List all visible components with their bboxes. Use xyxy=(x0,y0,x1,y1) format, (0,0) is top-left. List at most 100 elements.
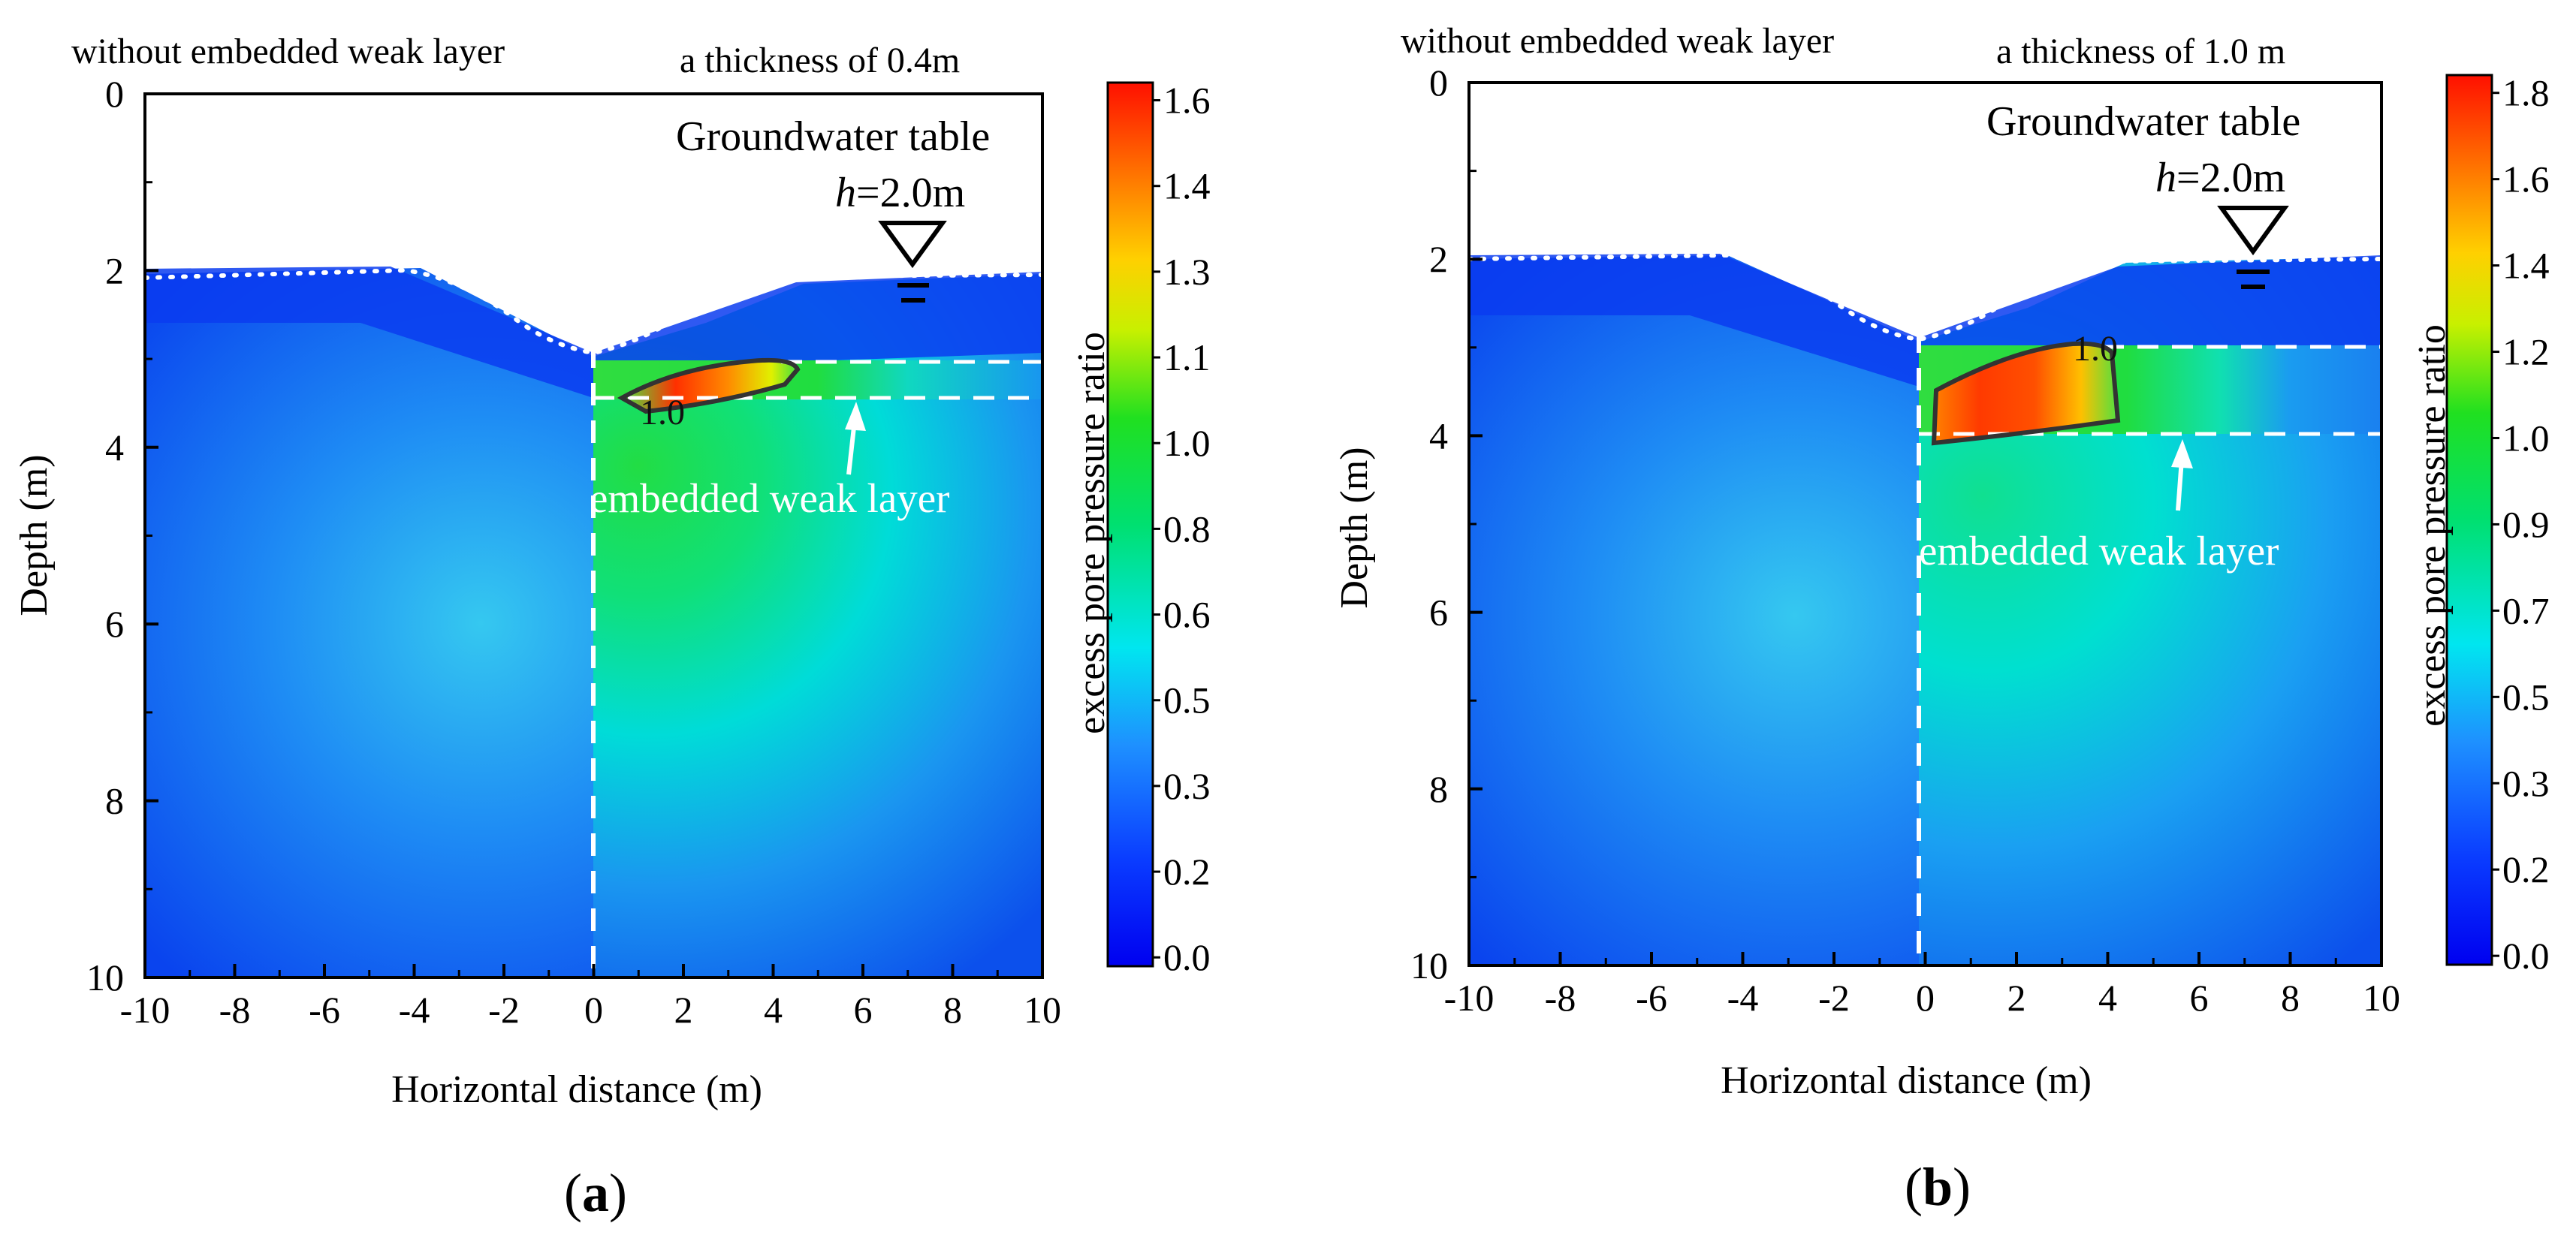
colorbar-tick-label-b: 1.0 xyxy=(2502,417,2550,459)
x-axis-label-a: Horizontal distance (m) xyxy=(391,1068,762,1111)
y-tick-label-b: 4 xyxy=(1429,414,1448,456)
y-tick-label-b: 10 xyxy=(1410,944,1448,986)
contour-label-b: 1.0 xyxy=(2073,329,2118,369)
x-tick-label-b: 4 xyxy=(2098,977,2117,1019)
panel-b: without embedded weak layer a thickness … xyxy=(1333,21,2550,1217)
x-axis-label-b: Horizontal distance (m) xyxy=(1721,1059,2092,1102)
colorbar-tick-label-a: 0.5 xyxy=(1163,679,1211,721)
groundwater-label-b: Groundwater table xyxy=(1986,98,2300,145)
water-level-var-a: h xyxy=(835,170,856,216)
field-left-b xyxy=(1469,255,1919,965)
x-tick-label-a: 8 xyxy=(943,989,962,1031)
x-tick-label-a: 2 xyxy=(674,989,693,1031)
contour-1-0-b xyxy=(1931,341,2121,446)
colorbar-b xyxy=(2445,74,2493,966)
x-tick-label-a: -6 xyxy=(309,989,340,1031)
surface-band-a xyxy=(145,267,1042,398)
colorbar-tick-label-b: 0.0 xyxy=(2502,935,2550,977)
colorbar-tick-label-a: 1.1 xyxy=(1163,336,1211,378)
y-tick-label-a: 10 xyxy=(86,956,124,998)
weak-layer-label-a: embedded weak layer xyxy=(590,475,949,521)
water-level-value-b: =2.0m xyxy=(2176,155,2285,201)
water-table-triangle-a xyxy=(878,221,947,269)
water-level-label-b: h=2.0m xyxy=(2155,155,2285,201)
x-tick-label-b: -4 xyxy=(1727,977,1759,1019)
y-axis-label-a: Depth (m) xyxy=(13,454,56,616)
y-tick-label-a: 4 xyxy=(105,426,124,468)
x-tick-label-a: 10 xyxy=(1024,989,1061,1031)
colorbar-tick-label-b: 1.6 xyxy=(2502,158,2550,200)
x-tick-label-b: 2 xyxy=(2007,977,2026,1019)
x-tick-label-b: 6 xyxy=(2190,977,2209,1019)
x-tick-label-a: -8 xyxy=(219,989,251,1031)
panel-label-a: (a) xyxy=(564,1163,627,1223)
colorbar-tick-label-a: 0.8 xyxy=(1163,508,1211,550)
y-tick-label-b: 8 xyxy=(1429,768,1448,810)
water-table-triangle-b xyxy=(2217,206,2289,256)
annotation-right-a: a thickness of 0.4m xyxy=(680,41,960,80)
colorbar-ticks-a: 0.0 0.2 0.3 0.5 0.6 0.8 1.0 1.1 1.3 1.4 1.6 xyxy=(1153,80,1211,978)
colorbar-tick-label-b: 1.4 xyxy=(2502,245,2550,287)
colorbar-tick-label-b: 1.8 xyxy=(2502,72,2550,114)
colorbar-tick-label-a: 1.0 xyxy=(1163,422,1211,464)
groundwater-label-a: Groundwater table xyxy=(676,113,990,160)
water-level-label-a: h=2.0m xyxy=(835,170,965,216)
panel-label-b: (b) xyxy=(1905,1157,1971,1217)
y-axis-label-b: Depth (m) xyxy=(1333,447,1376,608)
x-tick-label-a: 6 xyxy=(854,989,873,1031)
weak-layer-arrow-b xyxy=(2176,459,2184,511)
y-tick-label-b: 0 xyxy=(1429,62,1448,104)
weak-layer-arrowhead-a xyxy=(845,402,866,431)
colorbar-tick-label-a: 0.0 xyxy=(1163,936,1211,978)
colorbar-tick-label-a: 1.3 xyxy=(1163,251,1211,293)
y-tick-label-a: 6 xyxy=(105,603,124,645)
colorbar-tick-label-b: 0.2 xyxy=(2502,848,2550,890)
x-tick-label-b: 10 xyxy=(2363,977,2400,1019)
y-tick-label-a: 8 xyxy=(105,780,124,822)
x-tick-label-a: -4 xyxy=(399,989,430,1031)
x-tick-label-a: -10 xyxy=(120,989,170,1031)
x-tick-label-b: -10 xyxy=(1444,977,1495,1019)
colorbar-tick-label-b: 0.7 xyxy=(2502,589,2550,631)
colorbar-tick-label-b: 1.2 xyxy=(2502,331,2550,373)
x-tick-label-a: -2 xyxy=(488,989,520,1031)
panel-letter-b: b xyxy=(1923,1157,1953,1217)
weak-layer-label-b: embedded weak layer xyxy=(1919,528,2279,574)
colorbar-ticks-b: 0.0 0.2 0.3 0.5 0.7 0.9 1.0 1.2 1.4 1.6 1.8 xyxy=(2492,72,2550,977)
colorbar-label-a: excess pore pressure ratio xyxy=(1070,332,1113,734)
water-level-var-b: h xyxy=(2155,155,2176,201)
x-tick-label-b: 0 xyxy=(1916,977,1935,1019)
colorbar-tick-label-b: 0.5 xyxy=(2502,676,2550,718)
colorbar-tick-label-a: 0.3 xyxy=(1163,765,1211,807)
colorbar-a xyxy=(1106,81,1154,968)
contour-1-0-a xyxy=(617,357,801,414)
colorbar-tick-label-b: 0.3 xyxy=(2502,762,2550,804)
field-left-a xyxy=(145,268,593,977)
colorbar-tick-label-a: 1.4 xyxy=(1163,165,1211,207)
panel-letter-a: a xyxy=(582,1163,609,1223)
surface-boundary-b xyxy=(1467,252,2384,342)
field-a xyxy=(145,267,1042,977)
x-tick-label-b: -2 xyxy=(1818,977,1850,1019)
weak-layer-arrowhead-b xyxy=(2171,439,2193,468)
annotation-right-b: a thickness of 1.0 m xyxy=(1996,32,2285,71)
annotation-left-a: without embedded weak layer xyxy=(71,32,505,71)
y-tick-label-b: 2 xyxy=(1429,238,1448,280)
y-tick-label-a: 2 xyxy=(105,249,124,291)
y-tick-label-a: 0 xyxy=(105,73,124,115)
axes-b: -10 -8 -6 -4 -2 0 2 4 6 8 10 0 2 4 6 8 10 xyxy=(1410,62,2400,1019)
field-b xyxy=(1469,254,2381,965)
colorbar-tick-label-a: 0.2 xyxy=(1163,851,1211,893)
surface-band-b xyxy=(1469,254,2381,387)
x-tick-label-b: -6 xyxy=(1636,977,1667,1019)
colorbar-tick-label-a: 1.6 xyxy=(1163,80,1211,122)
colorbar-label-b: excess pore pressure ratio xyxy=(2411,324,2454,727)
x-tick-label-a: 0 xyxy=(584,989,603,1031)
colorbar-tick-label-a: 0.6 xyxy=(1163,594,1211,636)
x-tick-label-a: 4 xyxy=(764,989,783,1031)
y-tick-label-b: 6 xyxy=(1429,592,1448,634)
axes-a: -10 -8 -6 -4 -2 0 2 4 6 8 10 0 2 4 6 8 10 xyxy=(86,73,1061,1031)
surface-boundary-a xyxy=(143,267,1045,356)
colorbar-tick-label-b: 0.9 xyxy=(2502,503,2550,545)
